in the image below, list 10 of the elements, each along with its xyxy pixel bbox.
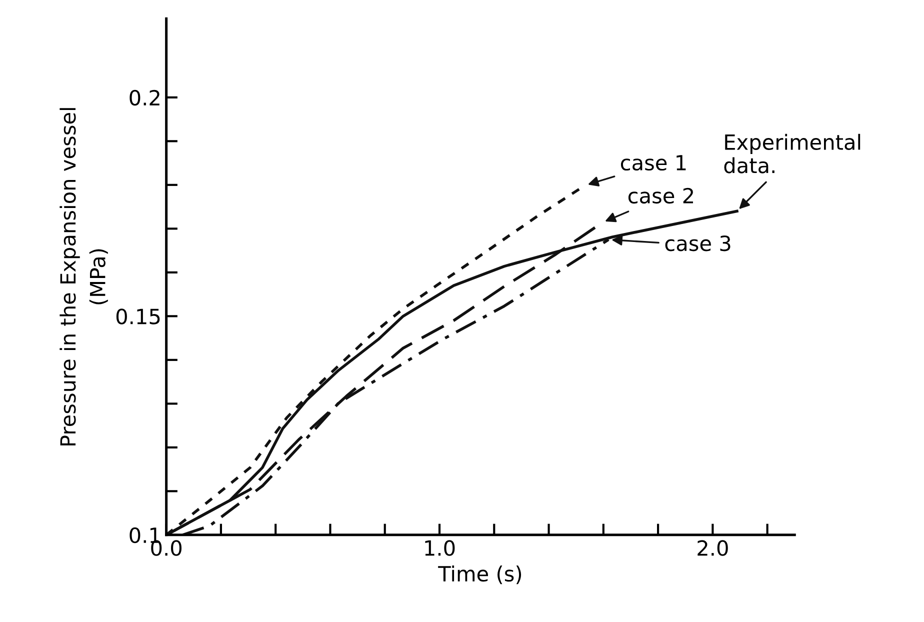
annotation: case 2 xyxy=(628,188,694,204)
y-axis-title: Pressure in the Expansion vessel (MPa) xyxy=(60,108,108,446)
y-tick-label: 0.2 xyxy=(130,90,160,106)
annotation: case 3 xyxy=(665,235,730,252)
annotation: Experimental data. xyxy=(724,134,860,174)
y-tick-label: 0.15 xyxy=(116,308,160,324)
x-tick-label: 1.0 xyxy=(425,540,455,556)
x-tick-label: 2.0 xyxy=(698,540,728,556)
annotation: case 1 xyxy=(620,155,686,171)
x-axis-title: Time (s) xyxy=(438,566,522,584)
